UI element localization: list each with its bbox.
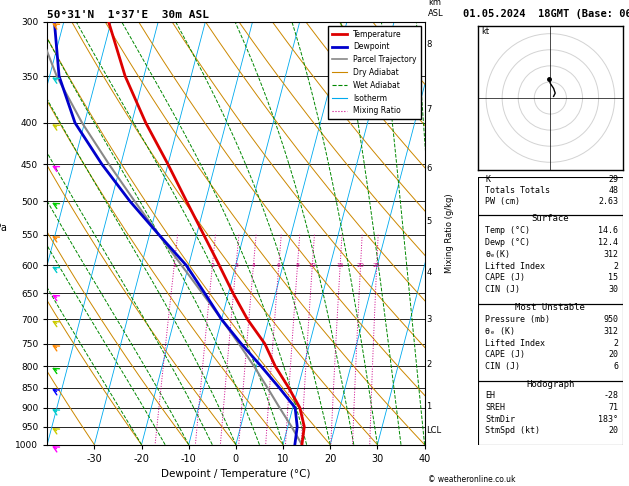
Text: km
ASL: km ASL — [428, 0, 444, 17]
Text: CAPE (J): CAPE (J) — [486, 274, 525, 282]
Text: 12.4: 12.4 — [598, 238, 618, 247]
Text: 6: 6 — [277, 263, 281, 268]
Text: CAPE (J): CAPE (J) — [486, 350, 525, 360]
Text: 50°31'N  1°37'E  30m ASL: 50°31'N 1°37'E 30m ASL — [47, 10, 209, 20]
Text: EH: EH — [486, 391, 495, 400]
Text: StmSpd (kt): StmSpd (kt) — [486, 426, 540, 435]
Text: 29: 29 — [608, 175, 618, 184]
Legend: Temperature, Dewpoint, Parcel Trajectory, Dry Adiabat, Wet Adiabat, Isotherm, Mi: Temperature, Dewpoint, Parcel Trajectory… — [328, 26, 421, 119]
Text: 6: 6 — [426, 164, 432, 173]
Text: Mixing Ratio (g/kg): Mixing Ratio (g/kg) — [445, 193, 454, 273]
Text: 2: 2 — [426, 360, 431, 368]
Text: StmDir: StmDir — [486, 415, 515, 424]
Text: Hodograph: Hodograph — [526, 380, 574, 389]
Text: CIN (J): CIN (J) — [486, 362, 520, 371]
Text: 6: 6 — [613, 362, 618, 371]
Text: 10: 10 — [308, 263, 316, 268]
Text: PW (cm): PW (cm) — [486, 197, 520, 206]
Text: Lifted Index: Lifted Index — [486, 339, 545, 347]
Text: LCL: LCL — [426, 426, 442, 435]
Text: Most Unstable: Most Unstable — [515, 303, 586, 312]
Text: 2: 2 — [211, 263, 214, 268]
Text: CIN (J): CIN (J) — [486, 285, 520, 295]
Text: Totals Totals: Totals Totals — [486, 186, 550, 195]
X-axis label: Dewpoint / Temperature (°C): Dewpoint / Temperature (°C) — [161, 469, 311, 479]
Text: θₑ (K): θₑ (K) — [486, 327, 515, 336]
Text: 4: 4 — [252, 263, 255, 268]
Text: -28: -28 — [603, 391, 618, 400]
Text: 7: 7 — [426, 105, 432, 114]
Text: 8: 8 — [426, 40, 432, 49]
Text: Surface: Surface — [532, 214, 569, 223]
Text: 25: 25 — [373, 263, 381, 268]
Text: 2: 2 — [613, 261, 618, 271]
Text: 14.6: 14.6 — [598, 226, 618, 235]
Text: Temp (°C): Temp (°C) — [486, 226, 530, 235]
Text: θₑ(K): θₑ(K) — [486, 250, 510, 259]
Text: 312: 312 — [603, 250, 618, 259]
Text: 2: 2 — [613, 339, 618, 347]
Text: 3: 3 — [426, 315, 432, 324]
Text: 1: 1 — [172, 263, 176, 268]
Text: SREH: SREH — [486, 403, 505, 412]
Text: 20: 20 — [608, 350, 618, 360]
Text: 950: 950 — [603, 315, 618, 324]
Text: 48: 48 — [608, 186, 618, 195]
Text: Pressure (mb): Pressure (mb) — [486, 315, 550, 324]
Text: Dewp (°C): Dewp (°C) — [486, 238, 530, 247]
Text: 3: 3 — [234, 263, 238, 268]
Text: 1: 1 — [426, 402, 431, 411]
Text: 01.05.2024  18GMT (Base: 06): 01.05.2024 18GMT (Base: 06) — [463, 9, 629, 19]
Text: 312: 312 — [603, 327, 618, 336]
Text: 2.63: 2.63 — [598, 197, 618, 206]
Text: 20: 20 — [357, 263, 364, 268]
Text: 5: 5 — [426, 217, 431, 226]
Text: 15: 15 — [337, 263, 344, 268]
Text: 4: 4 — [426, 268, 431, 277]
Text: 20: 20 — [608, 426, 618, 435]
Text: 183°: 183° — [598, 415, 618, 424]
Y-axis label: hPa: hPa — [0, 223, 8, 233]
Text: K: K — [486, 175, 490, 184]
Text: 71: 71 — [608, 403, 618, 412]
Text: 8: 8 — [296, 263, 299, 268]
Text: 30: 30 — [608, 285, 618, 295]
Text: kt: kt — [481, 27, 489, 35]
Text: © weatheronline.co.uk: © weatheronline.co.uk — [428, 474, 516, 484]
Text: Lifted Index: Lifted Index — [486, 261, 545, 271]
Text: 15: 15 — [608, 274, 618, 282]
